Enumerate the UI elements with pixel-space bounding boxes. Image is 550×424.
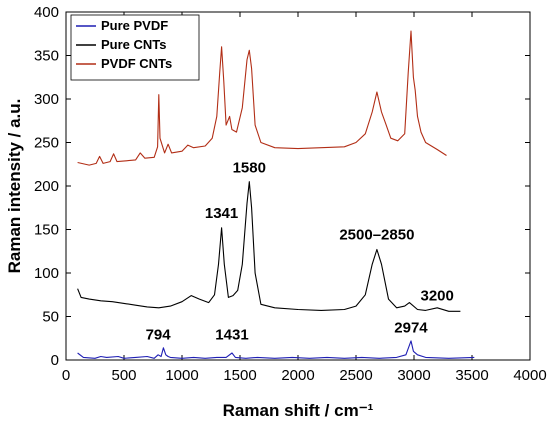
y-axis-label: Raman intensity / a.u.: [5, 99, 24, 274]
series-line-pure-cnts: [77, 181, 461, 312]
peak-annotation: 1341: [205, 205, 238, 222]
x-tick-label: 3500: [455, 367, 488, 384]
axis-ticks: 0 500 1000 1500 2000 2500 3000 3500 4000 0 50 100 15…: [34, 4, 547, 384]
y-tick-label: 150: [34, 222, 59, 239]
peak-annotation: 794: [146, 327, 172, 344]
legend-label: Pure PVDF: [101, 18, 168, 33]
x-tick-label: 2000: [281, 367, 314, 384]
legend-label: Pure CNTs: [101, 37, 167, 52]
series-line-pure-pvdf: [77, 340, 475, 359]
y-tick-label: 100: [34, 265, 59, 282]
x-tick-label: 1000: [165, 367, 198, 384]
y-tick-label: 200: [34, 178, 59, 195]
y-tick-label: 400: [34, 4, 59, 21]
x-axis-label: Raman shift / cm⁻¹: [223, 401, 374, 420]
x-tick-label: 3000: [397, 367, 430, 384]
legend: Pure PVDF Pure CNTs PVDF CNTs: [70, 14, 200, 81]
peak-annotation: 2500–2850: [339, 227, 414, 244]
y-tick-label: 350: [34, 48, 59, 65]
peak-annotation: 2974: [394, 320, 428, 337]
x-tick-label: 500: [111, 367, 136, 384]
peak-annotation: 1431: [215, 327, 248, 344]
peak-annotation: 1580: [233, 160, 266, 177]
x-tick-label: 1500: [223, 367, 256, 384]
series-layer: [77, 30, 475, 359]
annotation-layer: 1580 1341 2500–2850 3200 794 1431 2974: [146, 160, 454, 344]
y-tick-label: 50: [42, 309, 59, 326]
legend-label: PVDF CNTs: [101, 56, 172, 71]
x-tick-label: 2500: [339, 367, 372, 384]
y-tick-label: 0: [51, 352, 59, 369]
x-tick-label: 4000: [513, 367, 546, 384]
y-tick-label: 300: [34, 91, 59, 108]
peak-annotation: 3200: [421, 287, 454, 304]
y-tick-label: 250: [34, 135, 59, 152]
series-line-pvdf-cnts: [77, 30, 447, 166]
x-tick-label: 0: [62, 367, 70, 384]
